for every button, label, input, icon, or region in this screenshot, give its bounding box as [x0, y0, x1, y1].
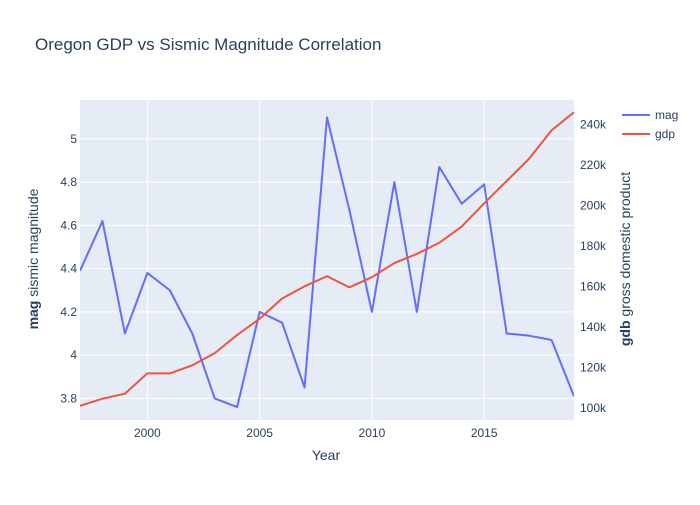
- series-line-gdp[interactable]: [80, 111, 574, 407]
- y-axis-right-label: gdb gross domestic product: [617, 172, 633, 346]
- y-axis-left-label: mag sismic magnitude: [25, 188, 41, 329]
- tick-labels: 2000 2005 2010 2015 3.8 4 4.2 4.4 4.6 4.8 5 100k 120…: [60, 117, 607, 440]
- y-right-tick-label: 200k: [580, 198, 607, 212]
- y-right-tick-label: 180k: [580, 239, 607, 253]
- y-axis-left-label-bold: mag: [25, 301, 41, 330]
- legend-label: gdp: [655, 127, 675, 141]
- y-right-tick-label: 240k: [580, 117, 607, 131]
- x-tick-label: 2000: [134, 426, 161, 440]
- x-tick-label: 2005: [246, 426, 273, 440]
- y-left-tick-label: 4.4: [60, 262, 77, 276]
- x-axis-label: Year: [312, 447, 341, 463]
- plot-area: [80, 100, 574, 420]
- chart-title: Oregon GDP vs Sismic Magnitude Correlati…: [35, 35, 381, 54]
- y-axis-right-label-rest: gross domestic product: [617, 172, 633, 321]
- y-left-tick-label: 4.8: [60, 175, 77, 189]
- legend-item-gdp[interactable]: gdp: [622, 127, 675, 141]
- series-layer: [80, 111, 574, 409]
- y-left-tick-label: 4: [70, 348, 77, 362]
- legend[interactable]: mag gdp: [622, 108, 678, 141]
- y-left-tick-label: 3.8: [60, 391, 77, 405]
- x-tick-label: 2010: [359, 426, 386, 440]
- y-left-tick-label: 5: [70, 132, 77, 146]
- series-line-mag[interactable]: [80, 116, 574, 409]
- y-right-tick-label: 140k: [580, 320, 607, 334]
- y-right-tick-label: 100k: [580, 401, 607, 415]
- gridlines: [80, 100, 574, 420]
- y-left-tick-label: 4.2: [60, 305, 77, 319]
- y-left-tick-label: 4.6: [60, 218, 77, 232]
- y-right-tick-label: 120k: [580, 360, 607, 374]
- y-right-tick-label: 220k: [580, 158, 607, 172]
- legend-label: mag: [655, 108, 678, 122]
- y-right-tick-label: 160k: [580, 279, 607, 293]
- y-axis-right-label-bold: gdb: [617, 320, 633, 346]
- x-tick-label: 2015: [471, 426, 498, 440]
- legend-item-mag[interactable]: mag: [622, 108, 678, 122]
- y-axis-left-label-rest: sismic magnitude: [25, 188, 41, 300]
